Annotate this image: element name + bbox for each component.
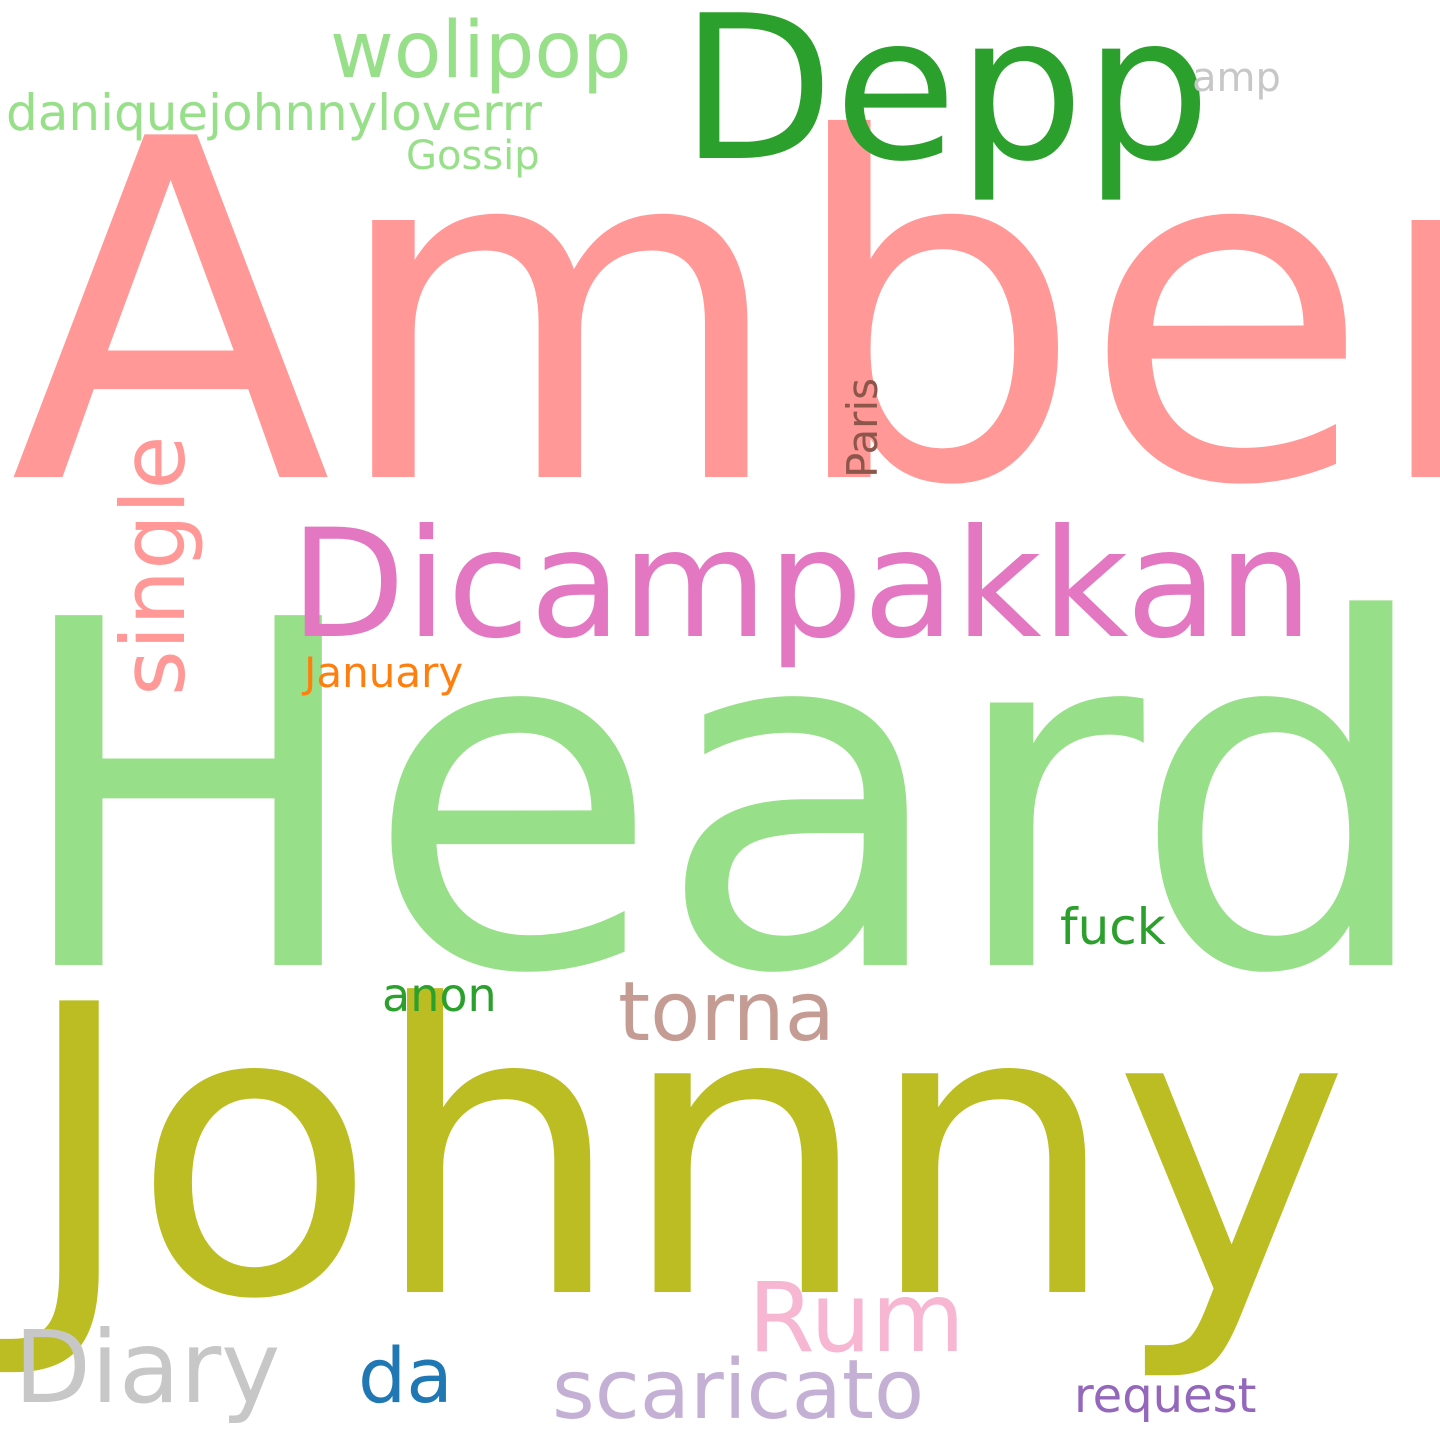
word-dicampakkan: Dicampakkan <box>290 498 1313 672</box>
word-heard: Heard <box>8 520 1436 1079</box>
word-wolipop: wolipop <box>330 6 632 96</box>
word-gossip: Gossip <box>406 133 540 179</box>
word-rum: Rum <box>748 1262 965 1374</box>
word-single: single <box>102 435 205 696</box>
word-request: request <box>1074 1368 1257 1424</box>
word-johnny: Johnny <box>20 922 1350 1387</box>
word-paris: Paris <box>838 378 887 478</box>
word-daniquejohnnyloverrr: daniquejohnnyloverrr <box>6 84 543 142</box>
word-anon: anon <box>382 968 497 1022</box>
word-amp: amp <box>1192 55 1281 101</box>
word-diary: Diary <box>14 1309 281 1426</box>
word-da: da <box>358 1331 453 1420</box>
word-torna: torna <box>618 965 835 1060</box>
word-scaricato: scaricato <box>552 1343 925 1438</box>
word-fuck: fuck <box>1060 898 1166 956</box>
word-january: January <box>304 648 464 697</box>
word-depp: Depp <box>680 0 1211 206</box>
word-amber: Amber <box>10 41 1440 588</box>
